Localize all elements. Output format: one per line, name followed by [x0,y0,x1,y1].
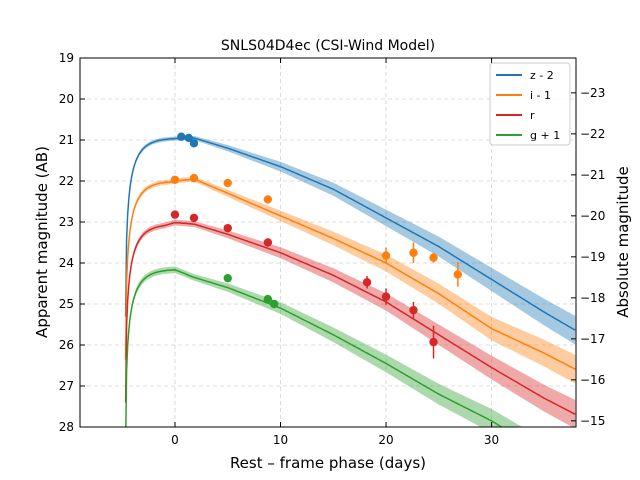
y-tick-label: 27 [59,379,74,393]
data-point [263,238,273,247]
data-point [269,299,279,309]
series-3 [125,266,523,427]
legend-label: g + 1 [530,129,560,142]
y-right-tick-label: −23 [580,86,605,100]
model-line [124,137,576,331]
x-tick-label: 20 [378,433,393,447]
data-point [362,278,372,287]
plot-frame [79,57,577,428]
y-tick-label: 22 [59,174,74,188]
x-axis: 0 10 20 30 [171,58,499,447]
data-point [381,292,391,301]
data-point [170,210,180,219]
y-tick-label: 26 [59,338,74,352]
y-tick-label: 25 [59,297,74,311]
y-right-tick-label: −17 [580,332,605,346]
data-point [177,132,186,141]
y-right-tick-label: −20 [580,209,605,223]
y-tick-label: 19 [59,51,74,65]
data-point [223,273,232,283]
y-right-tick-label: −16 [580,373,605,387]
legend-label: r [530,109,535,122]
model-line [124,178,576,370]
data-point [429,337,438,347]
series-layer [124,132,576,427]
y-axis-right: −23 −22 −21 −20 −19 −18 −17 −16 −15 [571,86,605,428]
data-point [189,173,199,183]
data-point [189,213,199,223]
chart-title: SNLS04D4ec (CSI-Wind Model) [221,38,435,54]
model-line [125,269,503,427]
y-tick-label: 24 [59,256,74,270]
legend-box [489,62,571,146]
y-right-tick-label: −21 [580,168,605,182]
data-point [381,251,391,260]
data-point [263,195,273,204]
legend-label: i - 1 [530,89,551,102]
y-right-tick-label: −19 [580,250,605,264]
data-point [409,248,418,257]
y-axis-right-label: Absolute magnitude [614,166,632,317]
data-point [223,223,232,233]
data-point [223,178,232,188]
y-right-tick-label: −22 [580,127,605,141]
y-right-tick-label: −15 [580,414,605,428]
y-tick-label: 21 [59,133,74,147]
legend-label: z - 2 [530,69,554,82]
data-point [429,253,438,262]
data-point [170,175,180,184]
y-axis-label: Apparent magnitude (AB) [33,146,51,338]
y-tick-label: 28 [59,420,74,434]
model-line [124,221,576,415]
legend: z - 2 i - 1 r g + 1 [489,62,571,146]
x-tick-label: 10 [273,433,288,447]
series-0 [124,132,576,345]
data-point [184,133,193,143]
series-1 [124,173,576,384]
x-tick-label: 30 [484,433,499,447]
y-tick-label: 20 [59,92,74,106]
series-2 [124,210,576,427]
x-tick-label: 0 [171,433,179,447]
data-point [453,270,463,279]
y-tick-label: 23 [59,215,74,229]
data-point [263,294,273,304]
uncertainty-band [125,266,523,427]
data-point [189,139,199,148]
y-axis-left: 19 20 21 22 23 24 25 26 27 28 [59,51,85,434]
data-point [409,305,418,315]
x-axis-label: Rest – frame phase (days) [230,454,426,472]
y-right-tick-label: −18 [580,291,605,305]
